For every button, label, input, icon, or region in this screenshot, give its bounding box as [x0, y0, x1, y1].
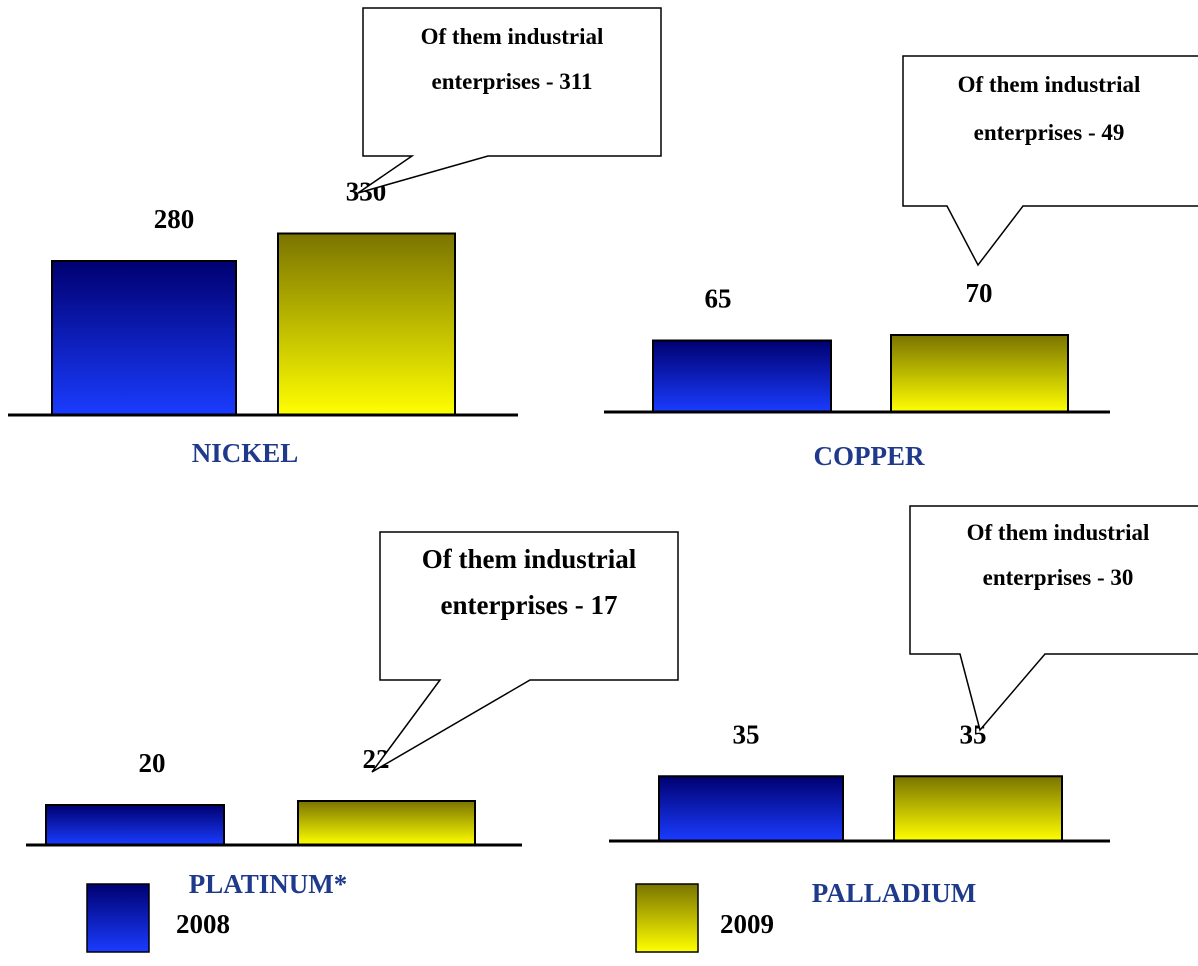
- category-label: PLATINUM*: [189, 869, 348, 899]
- data-label: 65: [705, 284, 732, 314]
- callout: Of them industrial enterprises - 17: [371, 531, 679, 773]
- panel-nickel: 280330NICKELOf them industrialenterprise…: [8, 7, 662, 468]
- category-label: PALLADIUM: [812, 878, 977, 908]
- callout-box: [357, 7, 662, 194]
- data-label: 70: [966, 278, 993, 308]
- legend: 2008 2009: [86, 883, 774, 953]
- callout-text: enterprises - 30: [983, 565, 1134, 590]
- callout-box: [371, 531, 679, 773]
- legend-swatch: [86, 883, 150, 953]
- legend-swatch: [635, 883, 699, 953]
- bar-2008: [45, 804, 225, 846]
- callout: Of them industrial enterprises - 49: [902, 55, 1198, 267]
- callout-text: enterprises - 311: [432, 69, 593, 94]
- bar-2009: [890, 334, 1069, 413]
- data-label: 20: [139, 748, 166, 778]
- legend-item-2008: 2008: [86, 883, 230, 953]
- bar-2009: [277, 232, 456, 416]
- data-label: 280: [154, 204, 195, 234]
- callout-text: Of them industrial: [422, 544, 637, 574]
- bar-2008: [51, 260, 237, 416]
- callout-text: Of them industrial: [967, 520, 1150, 545]
- callout-text: enterprises - 49: [974, 120, 1125, 145]
- callout-text: Of them industrial: [421, 24, 604, 49]
- bar-2009: [893, 775, 1063, 842]
- callout-box: [902, 55, 1198, 267]
- bar-2008: [652, 339, 832, 413]
- callout-text: enterprises - 17: [441, 590, 618, 620]
- callout-text: Of them industrial: [958, 72, 1141, 97]
- callout: Of them industrial enterprises - 311: [357, 7, 662, 194]
- legend-label: 2009: [720, 909, 774, 939]
- legend-label: 2008: [176, 909, 230, 939]
- bar-2009: [297, 800, 476, 846]
- data-label: 35: [733, 719, 760, 749]
- bar-2008: [658, 775, 844, 842]
- callout-box: [909, 505, 1198, 732]
- category-label: NICKEL: [192, 438, 299, 468]
- callout: Of them industrial enterprises - 30: [909, 505, 1198, 732]
- panel-copper: 65 70 COPPER Of them industrial enterprises …: [604, 55, 1198, 471]
- category-label: COPPER: [814, 441, 925, 471]
- legend-item-2009: 2009: [635, 883, 774, 953]
